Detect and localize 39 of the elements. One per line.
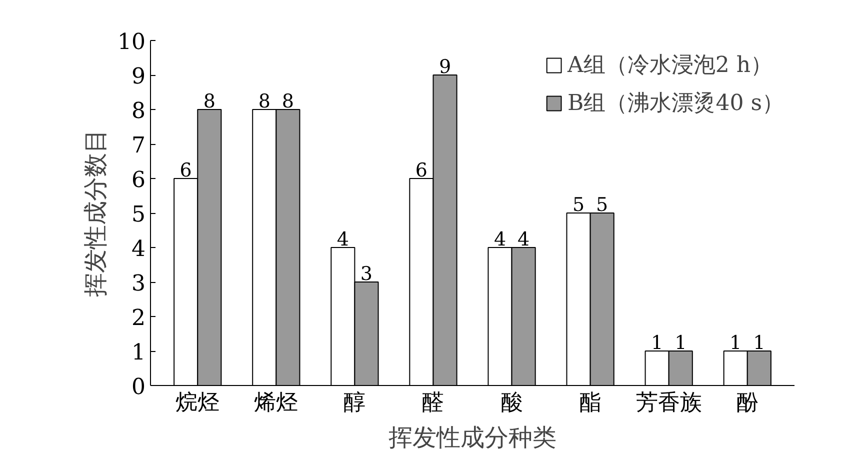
x-tick-label: 醇 bbox=[344, 390, 366, 416]
legend-label: A组（冷水浸泡2 h） bbox=[568, 52, 773, 80]
data-label: 4 bbox=[494, 228, 506, 250]
y-tick-label: 5 bbox=[132, 202, 146, 228]
data-label: 4 bbox=[518, 228, 530, 250]
data-label: 9 bbox=[438, 56, 452, 78]
x-tick-label: 醛 bbox=[422, 390, 444, 416]
data-label: 8 bbox=[258, 90, 270, 112]
data-label: 3 bbox=[360, 263, 373, 285]
y-tick-label: 4 bbox=[132, 237, 146, 262]
x-tick-label: 芳香族 bbox=[636, 390, 702, 416]
y-tick-label: 9 bbox=[132, 64, 146, 90]
y-axis-title: 挥发性成分数目 bbox=[82, 129, 110, 297]
y-tick-label: 3 bbox=[132, 272, 146, 296]
data-label: 1 bbox=[651, 332, 664, 354]
data-label: 5 bbox=[572, 194, 585, 216]
y-tick-label: 0 bbox=[132, 375, 146, 400]
data-label: 4 bbox=[336, 228, 349, 250]
y-tick-label: 10 bbox=[118, 30, 146, 55]
data-label: 8 bbox=[203, 90, 216, 112]
data-label: 6 bbox=[180, 160, 192, 182]
x-tick-label: 酸 bbox=[500, 390, 523, 416]
data-label: 8 bbox=[282, 90, 294, 112]
x-tick-label: 酯 bbox=[579, 390, 602, 416]
data-label: 1 bbox=[730, 332, 742, 354]
data-label: 1 bbox=[753, 332, 766, 354]
data-label: 6 bbox=[415, 160, 428, 182]
data-label: 1 bbox=[674, 332, 687, 354]
x-tick-label: 酚 bbox=[736, 390, 758, 416]
y-tick-label: 8 bbox=[132, 99, 146, 124]
x-axis-title: 挥发性成分种类 bbox=[388, 424, 556, 452]
y-tick-label: 2 bbox=[132, 306, 146, 331]
x-tick-label: 烯烃 bbox=[254, 390, 298, 416]
y-tick-label: 7 bbox=[132, 134, 146, 158]
data-label: 5 bbox=[596, 194, 608, 216]
y-tick-label: 1 bbox=[132, 340, 146, 366]
legend-label: B组（沸水漂烫40 s） bbox=[568, 90, 784, 118]
x-tick-label: 烷烃 bbox=[176, 390, 220, 416]
y-tick-label: 6 bbox=[132, 168, 146, 193]
